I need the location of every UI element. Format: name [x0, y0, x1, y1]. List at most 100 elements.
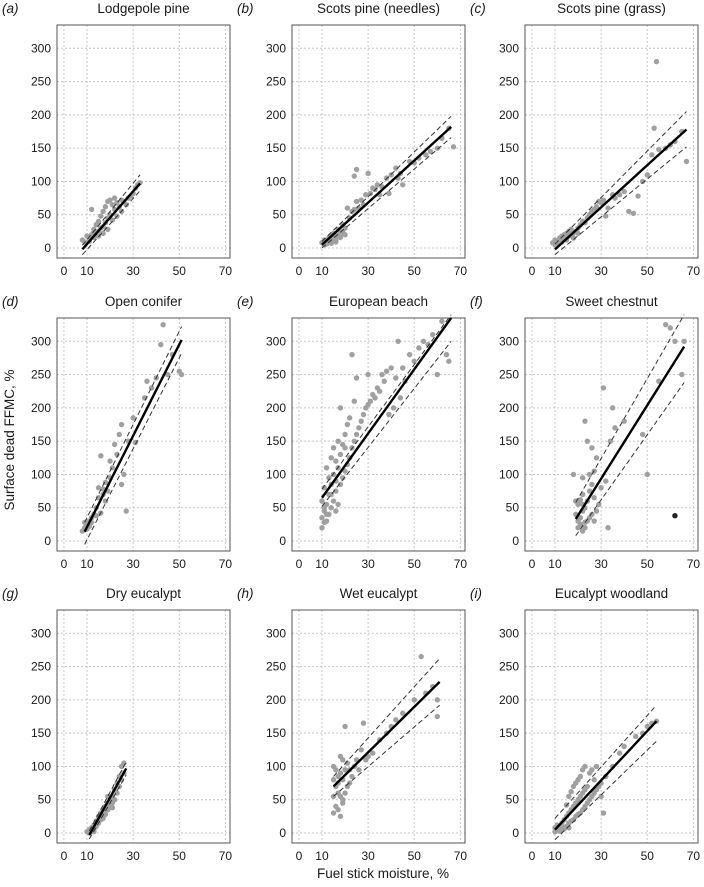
- data-point: [556, 827, 563, 834]
- data-point: [386, 411, 392, 418]
- data-point: [353, 431, 360, 438]
- data-point: [376, 388, 383, 394]
- data-point: [158, 341, 164, 348]
- data-point: [600, 197, 607, 203]
- data-point: [342, 445, 348, 451]
- x-tick-label: 50: [641, 849, 655, 863]
- ci-upper-line: [84, 326, 183, 523]
- x-tick-label: 0: [529, 557, 536, 571]
- data-point: [328, 455, 334, 461]
- data-point: [390, 405, 397, 411]
- y-tick-label: 150: [499, 141, 519, 155]
- fit-line: [554, 128, 688, 251]
- data-point: [349, 773, 355, 780]
- data-point: [400, 365, 406, 371]
- data-point: [649, 152, 655, 158]
- y-tick-label: 50: [506, 501, 520, 515]
- x-tick-label: 70: [454, 264, 468, 278]
- ci-upper-line: [88, 761, 127, 832]
- data-point: [388, 365, 394, 371]
- y-tick-label: 0: [279, 534, 286, 548]
- ci-lower-line: [554, 146, 687, 256]
- data-point: [651, 125, 657, 131]
- data-point: [98, 453, 104, 459]
- y-axis-label: Surface dead FFMC, %: [2, 369, 17, 510]
- panel-label: (b): [237, 1, 254, 16]
- data-point: [393, 375, 399, 381]
- data-point: [598, 485, 604, 491]
- data-point: [582, 418, 588, 424]
- data-point: [383, 368, 390, 374]
- data-point: [360, 720, 367, 726]
- data-point: [450, 144, 457, 150]
- data-point: [333, 239, 339, 245]
- data-point: [653, 58, 660, 65]
- y-tick-label: 0: [512, 534, 519, 548]
- data-point: [342, 790, 348, 796]
- x-tick-label: 50: [408, 557, 422, 571]
- data-point: [591, 495, 597, 501]
- y-tick-label: 250: [499, 660, 519, 674]
- x-tick-label: 10: [548, 264, 562, 278]
- data-point: [326, 475, 332, 481]
- data-point: [114, 451, 120, 458]
- data-point: [328, 505, 334, 511]
- data-point: [365, 170, 371, 177]
- x-tick-label: 70: [687, 849, 701, 863]
- data-point: [109, 202, 116, 208]
- data-point: [107, 458, 113, 464]
- data-point: [393, 717, 399, 723]
- data-point: [626, 208, 632, 215]
- data-point: [340, 797, 346, 803]
- data-point: [360, 411, 367, 418]
- y-tick-label: 250: [266, 75, 286, 89]
- x-tick-label: 0: [61, 557, 68, 571]
- data-point: [446, 358, 452, 364]
- fit-line: [554, 720, 658, 831]
- data-point: [584, 783, 590, 790]
- y-tick-label: 150: [266, 434, 286, 448]
- data-point: [100, 230, 106, 237]
- data-point: [121, 471, 127, 478]
- data-point: [418, 653, 424, 660]
- fit-line: [88, 767, 128, 836]
- data-point: [434, 713, 441, 720]
- y-tick-label: 150: [31, 726, 51, 740]
- panel-2: 0 10 30 50 70 0 50 100 150 200 250 300 (b) Scots pine…: [237, 1, 467, 278]
- y-tick-label: 250: [31, 660, 51, 674]
- data-point: [330, 810, 337, 816]
- x-tick-label: 70: [219, 264, 233, 278]
- x-tick-label: 30: [361, 849, 375, 863]
- ci-lower-line: [333, 704, 440, 797]
- x-tick-label: 30: [126, 264, 140, 278]
- data-point: [621, 418, 627, 424]
- data-point: [663, 321, 669, 328]
- panel-title: Eucalypt woodland: [555, 586, 668, 601]
- data-point: [577, 521, 584, 528]
- panel-label: (c): [470, 1, 486, 16]
- data-point: [589, 481, 595, 488]
- x-tick-label: 50: [173, 849, 187, 863]
- ci-lower-line: [84, 353, 183, 545]
- y-tick-label: 50: [506, 208, 520, 222]
- y-tick-label: 300: [499, 626, 519, 640]
- y-tick-label: 0: [279, 826, 286, 840]
- data-point: [109, 217, 116, 223]
- data-point: [612, 425, 618, 431]
- y-tick-label: 150: [266, 726, 286, 740]
- data-point: [323, 465, 330, 471]
- y-tick-label: 150: [31, 434, 51, 448]
- data-point: [379, 371, 385, 378]
- data-point: [351, 398, 357, 404]
- data-point: [328, 240, 334, 247]
- data-point: [577, 497, 584, 503]
- panel-6: 0 10 30 50 70 0 50 100 150 200 250 300 (f) Sweet ches…: [470, 294, 700, 571]
- ci-upper-line: [81, 174, 141, 246]
- y-tick-label: 250: [499, 368, 519, 382]
- x-tick-label: 50: [641, 264, 655, 278]
- data-point: [93, 513, 99, 519]
- x-tick-label: 10: [80, 557, 94, 571]
- data-point: [367, 190, 374, 197]
- y-tick-label: 300: [266, 334, 286, 348]
- data-point: [330, 777, 337, 783]
